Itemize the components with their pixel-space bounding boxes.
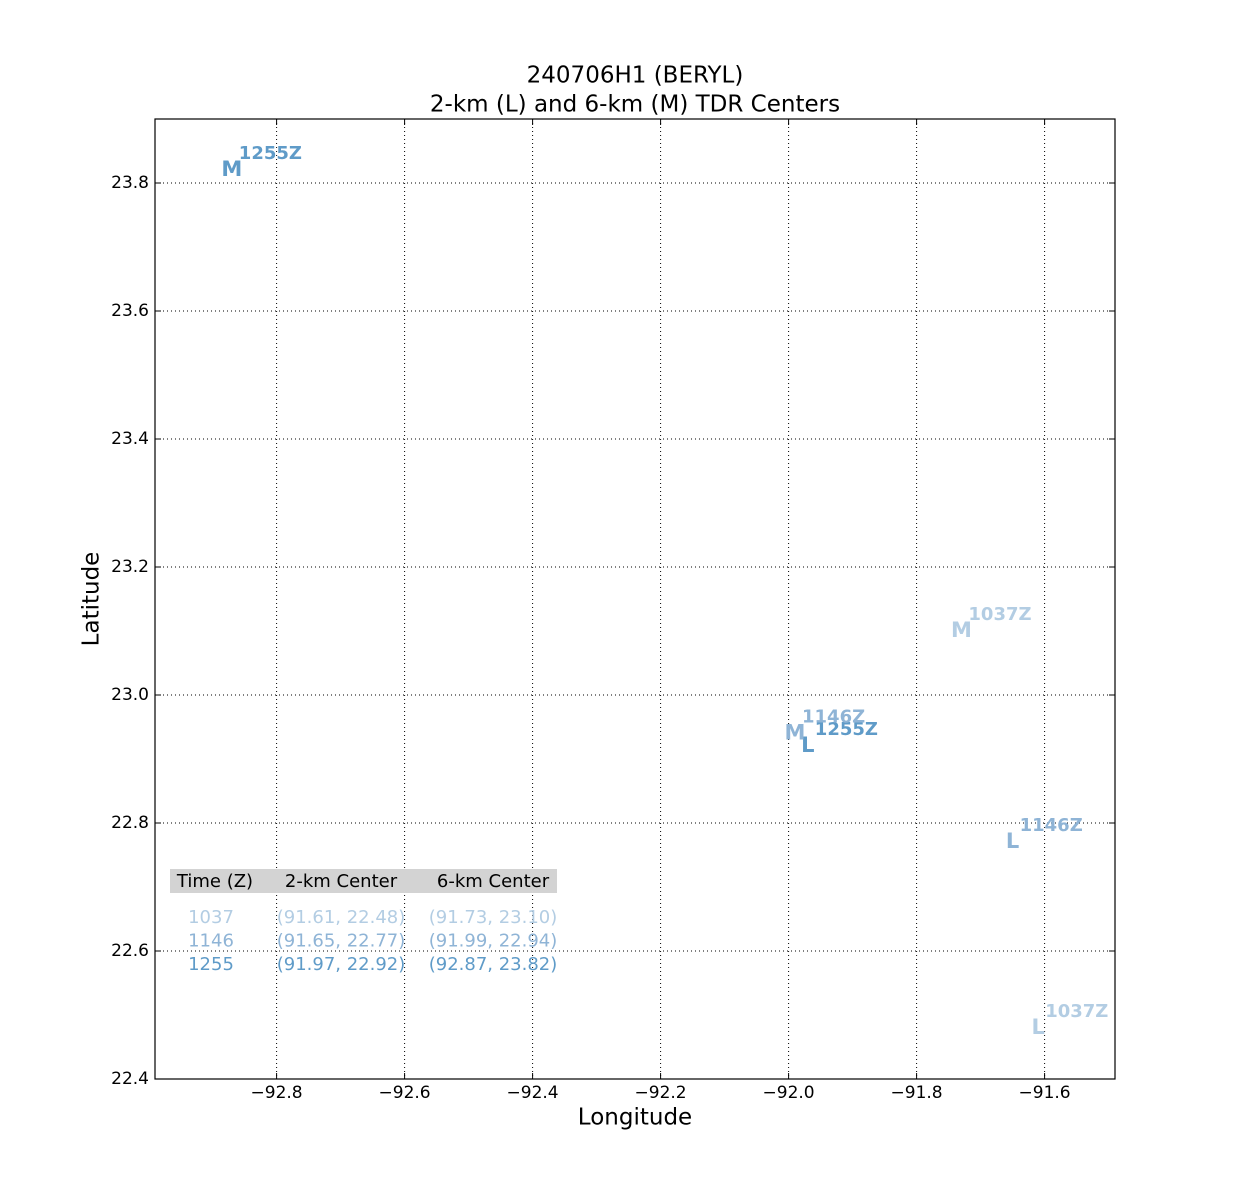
point-label: 1255Z [815, 719, 878, 740]
x-tick-label: −92.4 [507, 1083, 559, 1103]
y-tick-label: 23.0 [111, 685, 149, 705]
point-marker: M [221, 157, 242, 181]
point-marker: L [1006, 829, 1019, 853]
table-cell: (91.99, 22.94) [429, 931, 558, 952]
table-cell: (92.87, 23.82) [429, 954, 558, 975]
point-label: 1037Z [968, 604, 1031, 625]
table-header: Time (Z) [176, 871, 253, 892]
y-tick-label: 22.4 [111, 1069, 149, 1089]
table-cell: 1146 [188, 931, 234, 952]
point-marker: M [951, 618, 972, 642]
point-marker: L [1032, 1015, 1045, 1039]
x-tick-label: −92.0 [763, 1083, 815, 1103]
table-cell: 1037 [188, 907, 234, 928]
point-label: 1037Z [1045, 1001, 1108, 1022]
point-label: 1146Z [802, 706, 865, 727]
x-tick-label: −92.8 [251, 1083, 303, 1103]
x-tick-label: −92.6 [379, 1083, 431, 1103]
table-header-background [170, 869, 557, 893]
x-tick-label: −92.2 [635, 1083, 687, 1103]
chart-title: 240706H1 (BERYL) [527, 63, 744, 89]
plot-frame [154, 118, 1116, 1080]
table-cell: (91.73, 23.10) [429, 907, 558, 928]
chart-subtitle: 2-km (L) and 6-km (M) TDR Centers [430, 92, 840, 118]
table-cell: (91.61, 22.48) [277, 907, 406, 928]
table-cell: (91.65, 22.77) [277, 931, 406, 952]
point-label: 1146Z [1020, 815, 1083, 836]
table-cell: (91.97, 22.92) [277, 954, 406, 975]
x-axis-label: Longitude [578, 1105, 692, 1131]
table-header: 6-km Center [437, 871, 550, 892]
point-label: 1255Z [239, 143, 302, 164]
y-tick-label: 23.2 [111, 557, 149, 577]
y-tick-label: 22.8 [111, 813, 149, 833]
y-axis-label: Latitude [79, 552, 105, 647]
y-tick-label: 23.4 [111, 429, 149, 449]
y-tick-label: 23.8 [111, 173, 149, 193]
x-tick-label: −91.8 [891, 1083, 943, 1103]
table-header: 2-km Center [285, 871, 398, 892]
x-tick-label: −91.6 [1019, 1083, 1071, 1103]
point-marker: L [801, 733, 814, 757]
point-marker: M [785, 720, 806, 744]
y-tick-label: 22.6 [111, 941, 149, 961]
table-cell: 1255 [188, 954, 234, 975]
y-tick-label: 23.6 [111, 301, 149, 321]
